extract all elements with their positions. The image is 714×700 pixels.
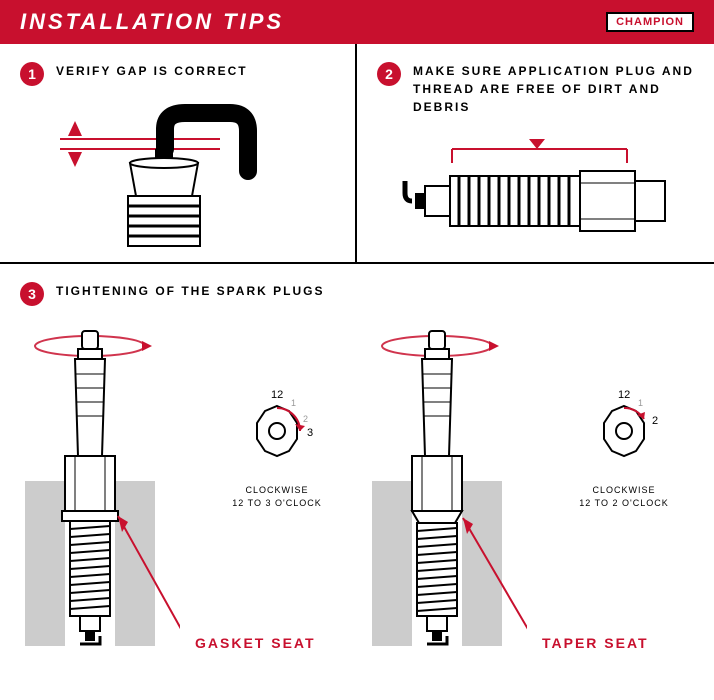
thread-diagram xyxy=(377,131,677,261)
dial-text-1: CLOCKWISE xyxy=(592,485,655,495)
dial-taper: 12 1 2 CLOCKWISE 12 TO 2 O'CLOCK xyxy=(574,386,674,509)
header-title: INSTALLATION TIPS xyxy=(20,9,284,35)
clock-dial-icon: 12 1 2 xyxy=(574,386,674,476)
step-text: VERIFY GAP IS CORRECT xyxy=(56,62,248,80)
dial-gasket: 12 1 2 3 CLOCKWISE 12 TO 3 O'CLOCK xyxy=(227,386,327,509)
brand-logo: CHAMPION xyxy=(606,12,694,32)
seat-label-gasket: GASKET SEAT xyxy=(195,635,316,651)
spark-plug-taper xyxy=(367,326,527,656)
svg-text:3: 3 xyxy=(307,427,313,439)
panel-tightening: 3 TIGHTENING OF THE SPARK PLUGS xyxy=(0,264,714,698)
panel-verify-gap: 1 VERIFY GAP IS CORRECT xyxy=(0,44,357,262)
step-number-badge: 1 xyxy=(20,62,44,86)
header-bar: INSTALLATION TIPS CHAMPION xyxy=(0,0,714,44)
spark-plug-gasket xyxy=(20,326,180,656)
clock-dial-icon: 12 1 2 3 xyxy=(227,386,327,476)
plugs-container: 12 1 2 3 CLOCKWISE 12 TO 3 O'CLOCK GASKE… xyxy=(20,326,694,656)
gap-diagram xyxy=(20,101,300,251)
dial-text-2: 12 TO 2 O'CLOCK xyxy=(579,498,668,508)
svg-text:1: 1 xyxy=(638,398,643,408)
step-number-badge: 2 xyxy=(377,62,401,86)
dial-label: CLOCKWISE 12 TO 2 O'CLOCK xyxy=(574,484,674,509)
panel-thread-clean: 2 MAKE SURE APPLICATION PLUG AND THREAD … xyxy=(357,44,714,262)
svg-text:2: 2 xyxy=(303,414,308,424)
seat-label-taper: TAPER SEAT xyxy=(542,635,649,651)
step-header-3: 3 TIGHTENING OF THE SPARK PLUGS xyxy=(20,282,694,306)
step-header-2: 2 MAKE SURE APPLICATION PLUG AND THREAD … xyxy=(377,62,694,116)
top-panels: 1 VERIFY GAP IS CORRECT 2 MAK xyxy=(0,44,714,264)
svg-text:1: 1 xyxy=(291,398,296,408)
svg-text:2: 2 xyxy=(652,415,658,427)
step-header-1: 1 VERIFY GAP IS CORRECT xyxy=(20,62,335,86)
step-text: MAKE SURE APPLICATION PLUG AND THREAD AR… xyxy=(413,62,694,116)
dial-label: CLOCKWISE 12 TO 3 O'CLOCK xyxy=(227,484,327,509)
dial-text-1: CLOCKWISE xyxy=(245,485,308,495)
step-text: TIGHTENING OF THE SPARK PLUGS xyxy=(56,282,324,300)
dial-text-2: 12 TO 3 O'CLOCK xyxy=(232,498,321,508)
step-number-badge: 3 xyxy=(20,282,44,306)
gasket-seat-section: 12 1 2 3 CLOCKWISE 12 TO 3 O'CLOCK GASKE… xyxy=(20,326,347,656)
svg-text:12: 12 xyxy=(618,389,630,401)
taper-seat-section: 12 1 2 CLOCKWISE 12 TO 2 O'CLOCK TAPER S… xyxy=(367,326,694,656)
svg-text:12: 12 xyxy=(271,389,283,401)
